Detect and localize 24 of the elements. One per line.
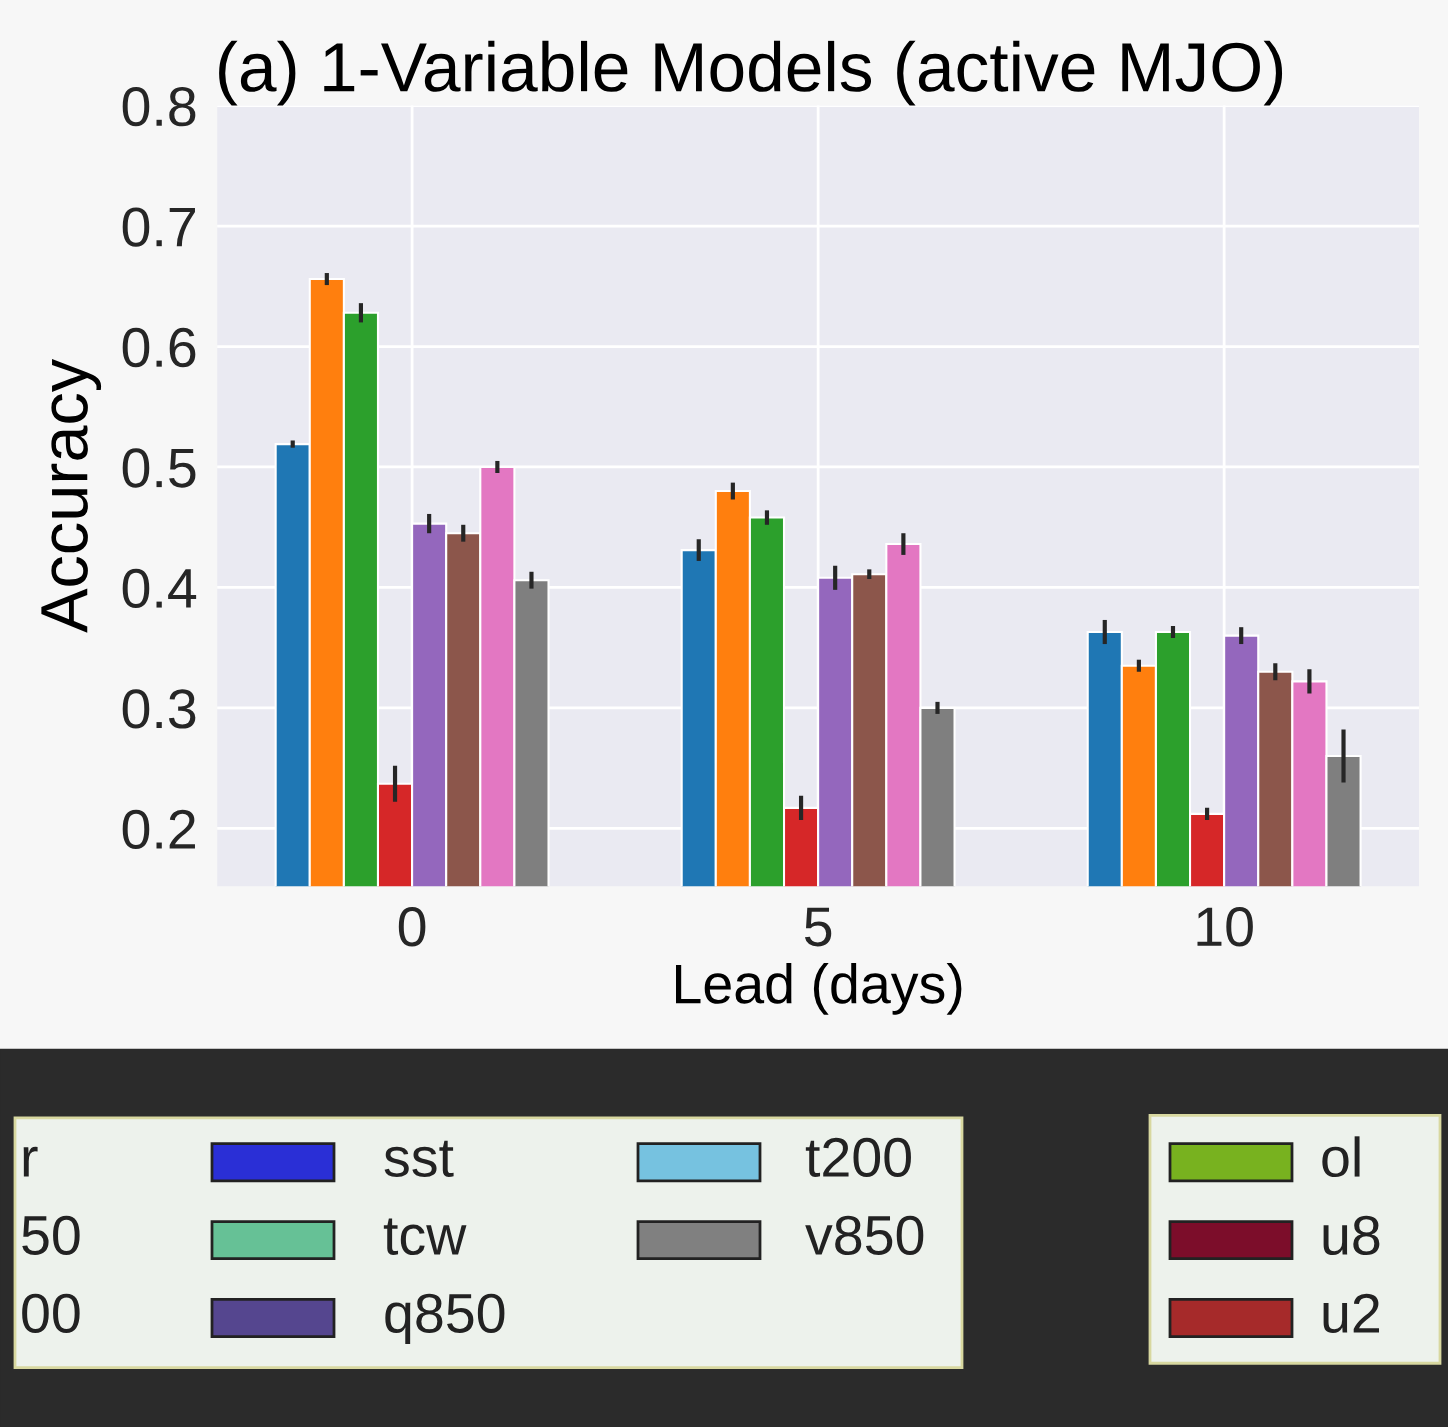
- x-tick-label: 10: [1197, 907, 1253, 947]
- legend-label: u8: [1323, 1215, 1380, 1256]
- chart-title: (a) 1-Variable Models (active MJO): [219, 40, 1283, 106]
- legend-label: sst: [384, 1140, 454, 1178]
- y-tick-label: 0.8: [122, 86, 196, 127]
- y-tick-label: 0.4: [122, 568, 197, 609]
- y-axis-title: Accuracy: [41, 358, 102, 633]
- x-tick-label: 5: [804, 907, 832, 947]
- legend-label: ol: [1322, 1136, 1360, 1178]
- y-tick-label: 0.7: [122, 207, 195, 247]
- text: 50: [22, 1215, 80, 1256]
- y-tick-label: 0.5: [122, 448, 196, 488]
- y-tick-label: 0.3: [122, 689, 196, 729]
- legend-label: tcw: [383, 1218, 467, 1256]
- y-tick-label: 0.6: [122, 327, 196, 368]
- legend-label: q850: [385, 1293, 505, 1344]
- x-tick-label: 0: [398, 907, 426, 947]
- y-tick-label: 0.2: [122, 809, 195, 850]
- legend-label: u2: [1323, 1293, 1379, 1333]
- legend-label: t200: [805, 1137, 911, 1178]
- legend-label: v850: [805, 1215, 924, 1256]
- text: r: [23, 1146, 38, 1177]
- text: 00: [22, 1293, 80, 1333]
- x-axis-title: Lead (days): [676, 962, 962, 1015]
